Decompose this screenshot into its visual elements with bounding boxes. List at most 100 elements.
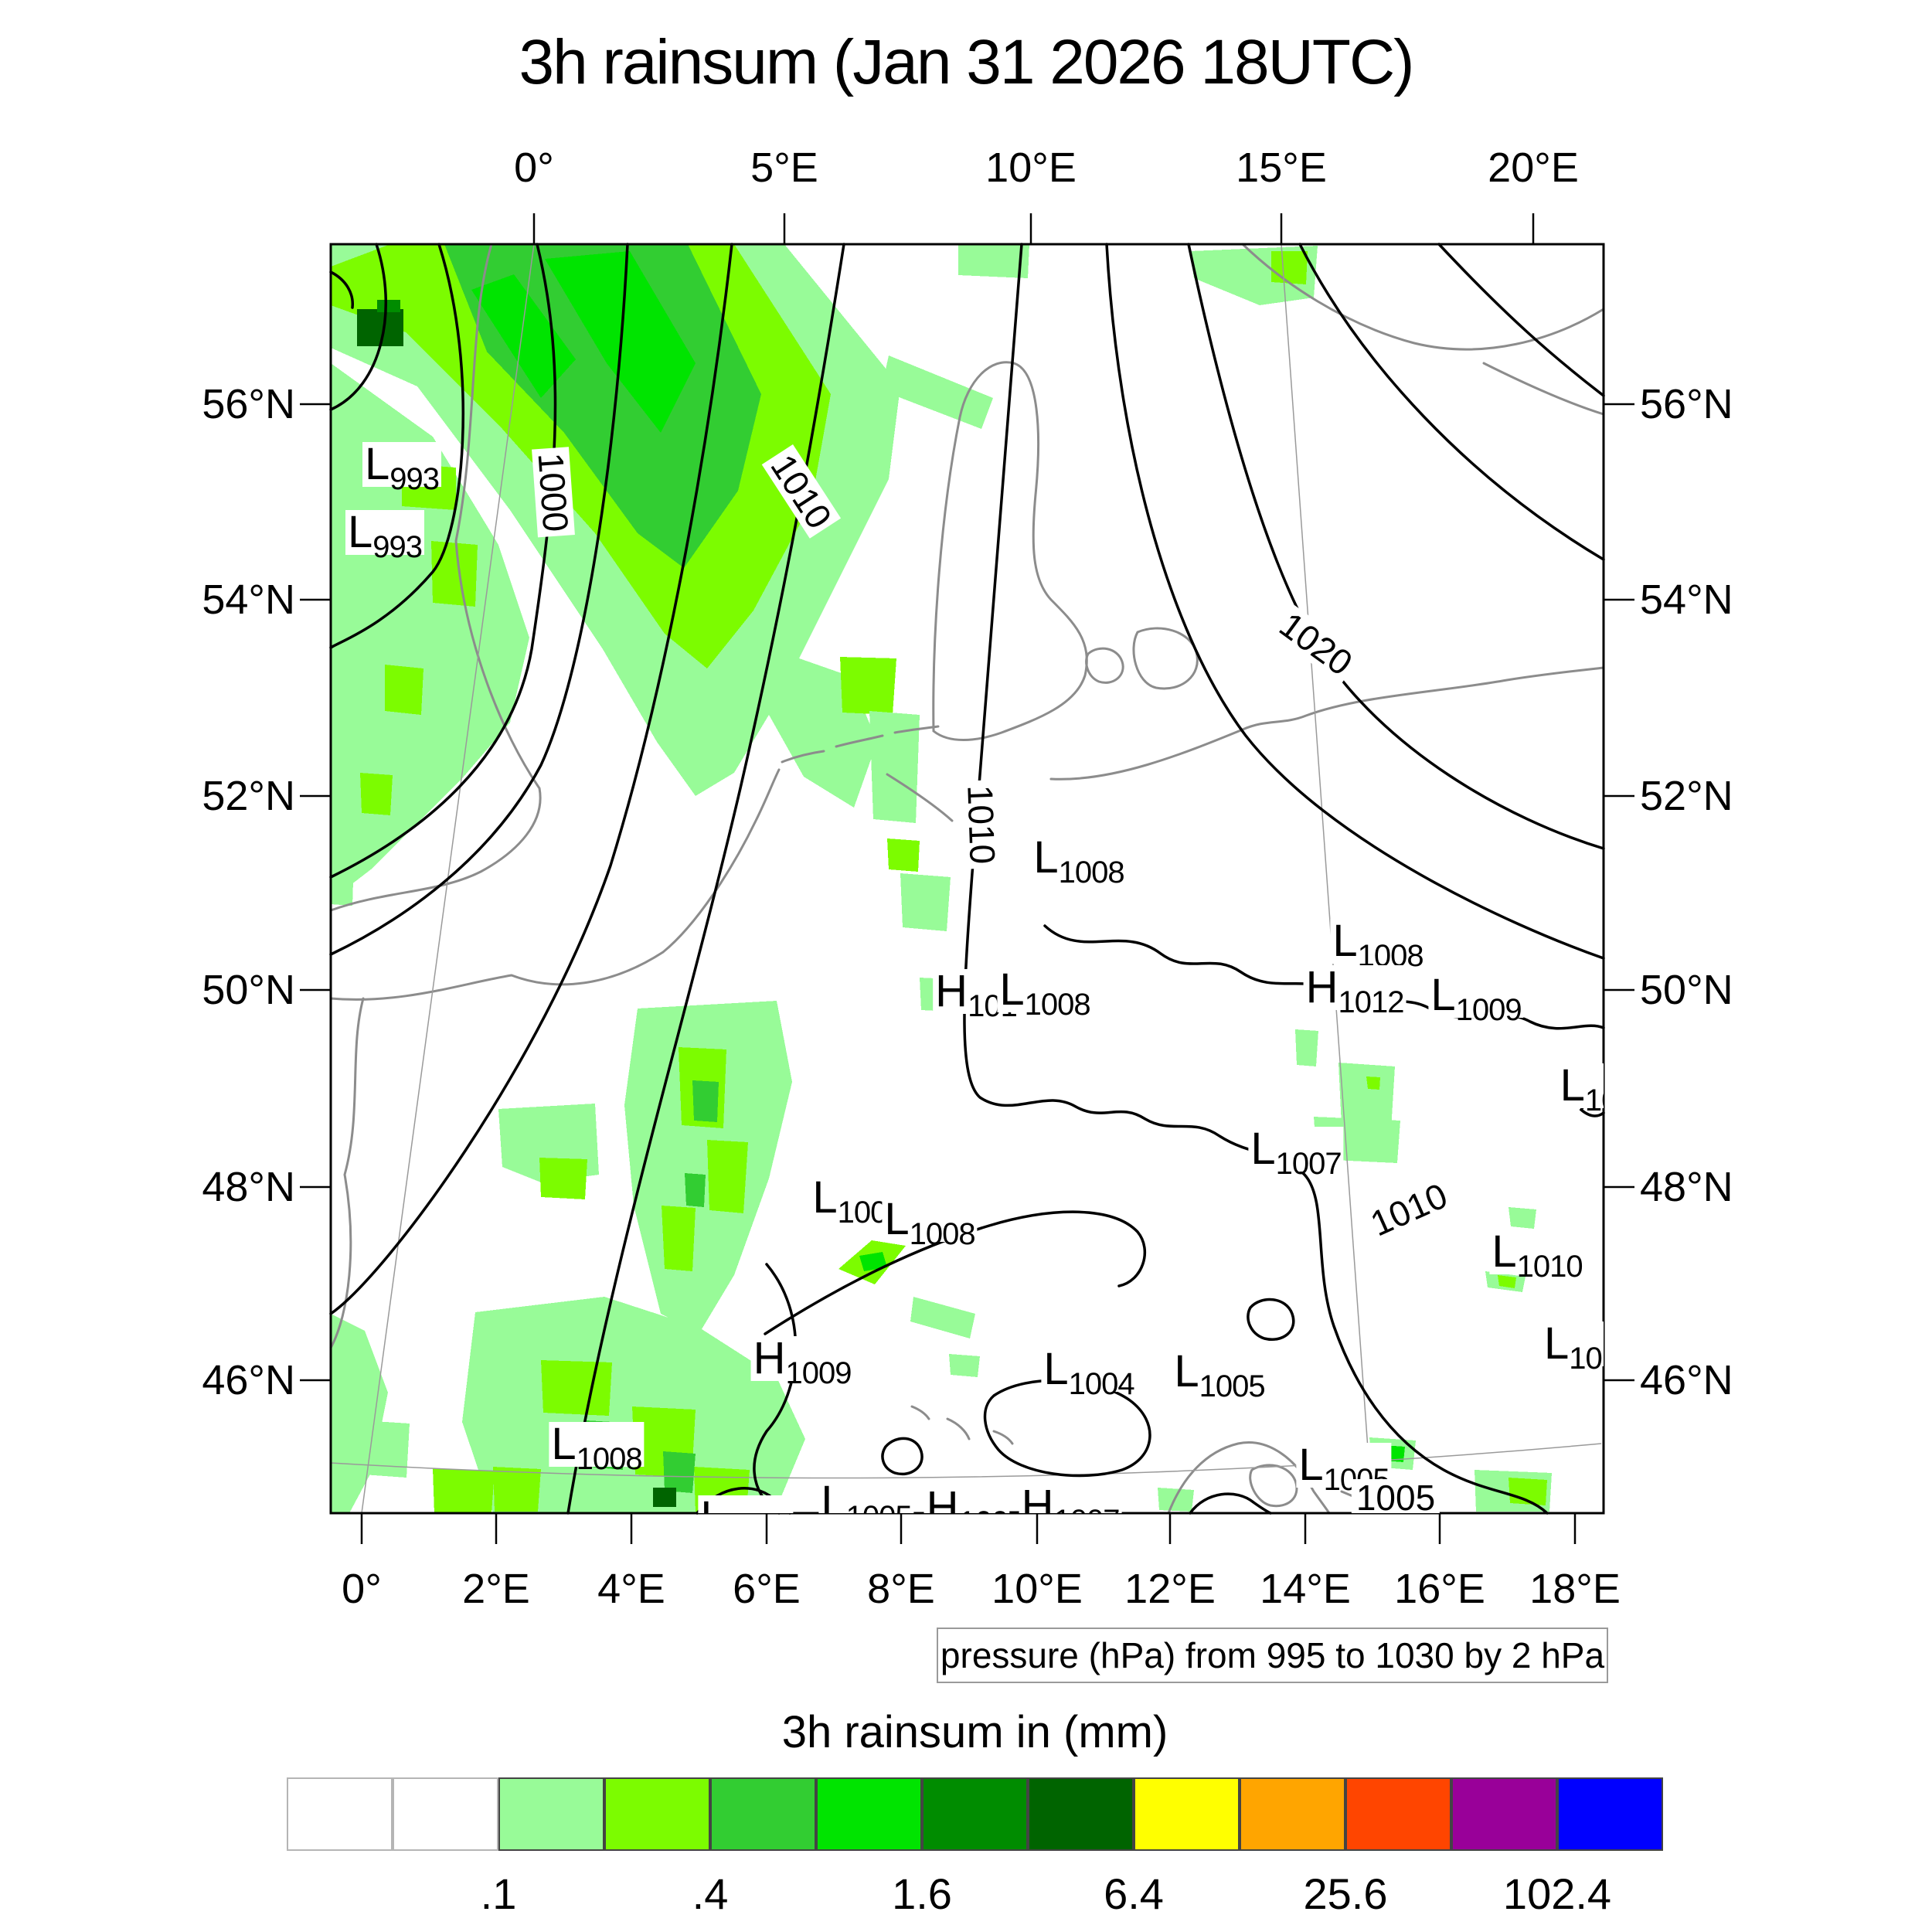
rain-cell bbox=[331, 430, 352, 464]
axis-label-top: 20°E bbox=[1488, 145, 1579, 191]
colorbar-cell bbox=[498, 1777, 604, 1851]
rain-cell bbox=[471, 274, 576, 398]
map-label-overlay: L993L993L1008H101L1008L1008H1012L1009L10… bbox=[331, 244, 1604, 1513]
pressure-value: 1012 bbox=[1338, 985, 1404, 1019]
coastline bbox=[886, 773, 954, 822]
colorbar-title: 3h rainsum in (mm) bbox=[781, 1707, 1168, 1757]
pressure-value: 1007 bbox=[1275, 1147, 1342, 1181]
pressure-letter: L bbox=[347, 507, 373, 557]
pressure-value: 1008 bbox=[576, 1442, 643, 1476]
axis-label-right: 48°N bbox=[1640, 1164, 1733, 1210]
pressure-value: 993 bbox=[389, 462, 440, 496]
colorbar-cell bbox=[604, 1777, 710, 1851]
rain-cell bbox=[685, 1173, 706, 1207]
pressure-value: 1008 bbox=[1058, 855, 1125, 889]
pressure-letter: L bbox=[1298, 1440, 1324, 1490]
rain-cell bbox=[949, 1354, 980, 1377]
colorbar-cell bbox=[1028, 1777, 1134, 1851]
pressure-letter: L bbox=[1560, 1060, 1585, 1111]
rain-cell bbox=[663, 1451, 696, 1493]
coastline bbox=[1085, 647, 1124, 684]
rain-cell bbox=[377, 300, 400, 312]
rain-cell bbox=[539, 1158, 587, 1199]
coastline bbox=[1482, 362, 1605, 416]
rain-cell bbox=[1338, 1063, 1395, 1130]
pressure-center-label: L1008 bbox=[549, 1419, 645, 1475]
axis-label-bottom: 0° bbox=[342, 1566, 382, 1612]
pressure-letter: L bbox=[1430, 970, 1456, 1020]
rain-cell bbox=[1366, 1077, 1380, 1090]
pressure-center-label: L1007 bbox=[1248, 1127, 1344, 1179]
map-frame bbox=[329, 243, 1605, 1515]
coastline bbox=[329, 768, 781, 1001]
pressure-value: 1009 bbox=[1455, 993, 1522, 1027]
pressure-letter: H bbox=[1305, 962, 1338, 1012]
axis-label-left: 56°N bbox=[202, 381, 295, 427]
pressure-center-label: L993 bbox=[345, 507, 425, 563]
colorbar-cell bbox=[816, 1777, 922, 1851]
rain-fill-layer bbox=[331, 244, 1552, 1513]
axis-label-bottom: 12°E bbox=[1124, 1566, 1216, 1612]
pressure-center-label: L1004 bbox=[1041, 1344, 1137, 1400]
colorbar-tick-label: .1 bbox=[480, 1869, 517, 1918]
colorbar-tick-label: 1.6 bbox=[892, 1869, 952, 1918]
colorbar-tick-label: 6.4 bbox=[1104, 1869, 1164, 1918]
colorbar-cell bbox=[710, 1777, 816, 1851]
pressure-center-label: H1009 bbox=[750, 1333, 854, 1389]
axis-label-top: 0° bbox=[514, 145, 554, 191]
page-title: 3h rainsum (Jan 31 2026 18UTC) bbox=[519, 27, 1415, 97]
colorbar-cell bbox=[1451, 1777, 1557, 1851]
axis-label-right: 52°N bbox=[1640, 773, 1733, 819]
pressure-value: 993 bbox=[372, 530, 423, 564]
pressure-value: 1005 bbox=[1199, 1369, 1266, 1403]
pressure-letter: L bbox=[551, 1419, 577, 1469]
coastline bbox=[1167, 1441, 1331, 1515]
pressure-letter: L bbox=[999, 964, 1025, 1015]
axis-label-bottom: 4°E bbox=[597, 1566, 665, 1612]
coastline bbox=[992, 1430, 1014, 1445]
rain-cell bbox=[431, 541, 478, 607]
axis-label-top: 10°E bbox=[985, 145, 1077, 191]
isobar-value-label: 1010 bbox=[1361, 1174, 1457, 1245]
pressure-letter: H bbox=[753, 1333, 786, 1383]
colorbar-cell bbox=[1240, 1777, 1345, 1851]
rain-cell bbox=[900, 873, 951, 931]
coastline bbox=[835, 734, 884, 748]
isobar-line bbox=[329, 243, 464, 649]
pressure-center-label: L1009 bbox=[1428, 970, 1524, 1026]
isobar-line bbox=[329, 243, 388, 411]
pressure-letter: L bbox=[364, 439, 390, 489]
rain-cell bbox=[692, 1080, 719, 1122]
axis-label-left: 50°N bbox=[202, 967, 295, 1013]
pressure-value: 1007 bbox=[1053, 1504, 1120, 1513]
axis-label-right: 46°N bbox=[1640, 1357, 1733, 1403]
isobar-line bbox=[1298, 243, 1605, 561]
rain-cell bbox=[493, 1467, 541, 1512]
axis-label-right: 56°N bbox=[1640, 381, 1733, 427]
pressure-center-label: H1012 bbox=[1303, 962, 1406, 1018]
graticule-line bbox=[1281, 243, 1373, 1514]
colorbar-cell bbox=[287, 1777, 393, 1851]
rain-cell bbox=[707, 1140, 748, 1213]
pressure-letter: L bbox=[1543, 1318, 1570, 1369]
axis-label-top: 15°E bbox=[1236, 145, 1327, 191]
pressure-center-label: L1005 bbox=[818, 1480, 914, 1513]
axis-label-bottom: 16°E bbox=[1394, 1566, 1485, 1612]
isobar-value-label: 1010 bbox=[960, 780, 1003, 869]
axis-label-right: 50°N bbox=[1640, 967, 1733, 1013]
pressure-center-label: L1008 bbox=[997, 968, 1093, 1020]
colorbar-cell bbox=[1557, 1777, 1663, 1851]
pressure-letter: L bbox=[1043, 1344, 1069, 1394]
isobar-line bbox=[881, 1437, 923, 1476]
pressure-caption-text: pressure (hPa) from 995 to 1030 by 2 hPa bbox=[940, 1635, 1605, 1675]
isobar-line bbox=[329, 243, 733, 1315]
isobar-line bbox=[1437, 243, 1605, 397]
pressure-letter: L bbox=[884, 1194, 910, 1244]
colorbar-cell bbox=[922, 1777, 1028, 1851]
rain-cell bbox=[840, 657, 896, 715]
rain-cell bbox=[360, 773, 393, 815]
axis-label-top: 5°E bbox=[750, 145, 818, 191]
pressure-center-label: L10 bbox=[1557, 1060, 1604, 1116]
isobar-value-label: 1010 bbox=[761, 444, 842, 539]
